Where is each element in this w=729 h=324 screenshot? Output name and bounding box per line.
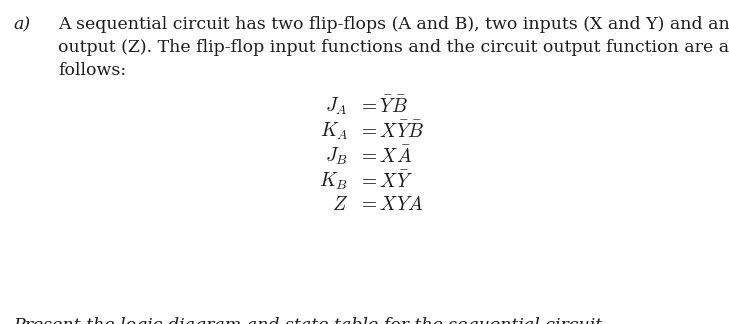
Text: follows:: follows: (58, 62, 126, 79)
Text: $J_A$: $J_A$ (325, 96, 348, 117)
Text: $K_A$: $K_A$ (319, 121, 348, 142)
Text: output (Z). The flip-flop input functions and the circuit output function are as: output (Z). The flip-flop input function… (58, 39, 729, 56)
Text: $K_B$: $K_B$ (319, 171, 348, 192)
Text: a): a) (13, 16, 30, 33)
Text: $= \bar{Y}\bar{B}$: $= \bar{Y}\bar{B}$ (358, 96, 408, 117)
Text: Present the logic diagram and state table for the sequential circuit.: Present the logic diagram and state tabl… (13, 317, 608, 324)
Text: $J_B$: $J_B$ (325, 146, 348, 167)
Text: $Z$: $Z$ (332, 196, 348, 214)
Text: A sequential circuit has two flip-flops (A and B), two inputs (X and Y) and an: A sequential circuit has two flip-flops … (58, 16, 729, 33)
Text: $= X\bar{A}$: $= X\bar{A}$ (358, 146, 412, 167)
Text: $= X\bar{Y}\bar{B}$: $= X\bar{Y}\bar{B}$ (358, 121, 424, 142)
Text: $= XYA$: $= XYA$ (358, 196, 424, 214)
Text: $= X\bar{Y}$: $= X\bar{Y}$ (358, 171, 413, 192)
